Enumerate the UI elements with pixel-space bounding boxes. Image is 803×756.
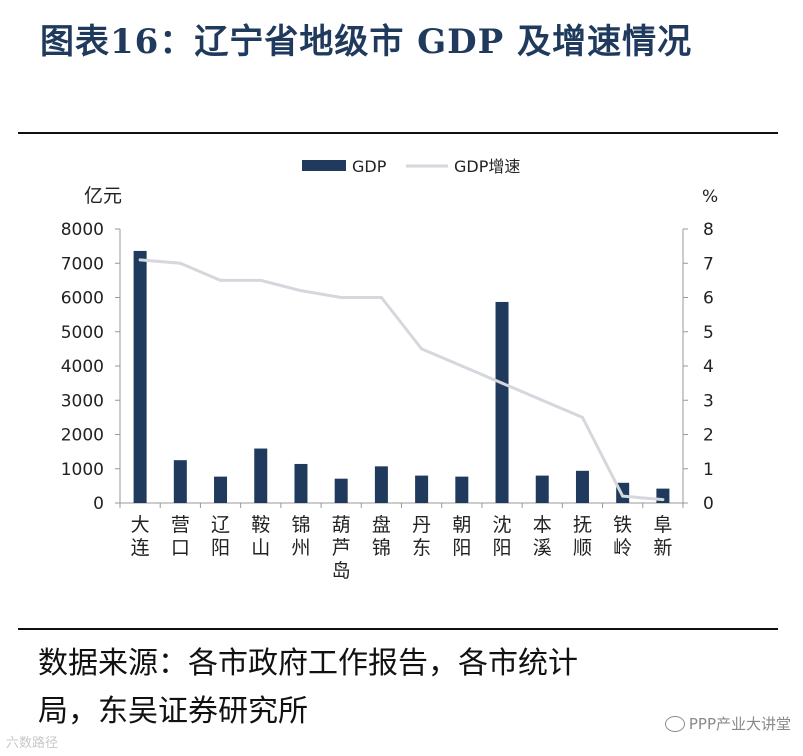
category-label: 阜 [653, 514, 672, 536]
right-tick-label: 4 [703, 357, 714, 377]
category-label: 铁 [613, 514, 632, 536]
category-label: 丹 [412, 514, 431, 536]
right-tick-label: 5 [703, 323, 714, 343]
category-label: 州 [291, 537, 310, 559]
category-label: 盘 [372, 514, 391, 536]
left-tick-label: 2000 [61, 426, 104, 446]
gdp-bar [133, 250, 147, 503]
right-tick-label: 6 [703, 289, 714, 309]
gdp-growth-point [420, 347, 424, 351]
gdp-growth-point [540, 398, 544, 402]
category-label: 岛 [332, 560, 351, 582]
gdp-bar [214, 476, 228, 503]
gdp-growth-point [299, 289, 303, 293]
category-label: 岭 [613, 537, 632, 559]
category-label: 顺 [573, 537, 592, 559]
source-note: 数据来源：各市政府工作报告，各市统计 局，东吴证券研究所 [38, 640, 778, 736]
watermark-right-label: PPP产业大讲堂 [688, 715, 791, 733]
gdp-growth-point [460, 364, 464, 368]
category-label: 芦 [332, 537, 351, 559]
category-label: 辽 [211, 514, 230, 536]
gdp-bar [254, 448, 268, 503]
category-label: 阳 [452, 537, 471, 559]
gdp-bar [535, 475, 549, 503]
gdp-bar [455, 476, 469, 503]
right-tick-label: 7 [703, 254, 714, 274]
gdp-growth-line [139, 258, 664, 502]
left-tick-label: 1000 [61, 460, 104, 480]
left-tick-label: 3000 [61, 391, 104, 411]
legend-label-growth: GDP增速 [454, 157, 520, 176]
category-label: 鞍 [251, 514, 270, 536]
left-tick-label: 8000 [61, 220, 104, 240]
category-label: 口 [171, 537, 190, 559]
gdp-growth-point [661, 498, 665, 502]
category-label: 本 [533, 514, 552, 536]
gdp-growth-point [339, 296, 343, 299]
category-label: 阳 [211, 537, 230, 559]
category-label: 沈 [493, 514, 512, 536]
right-tick-label: 3 [703, 391, 714, 411]
left-tick-label: 0 [93, 494, 104, 514]
category-label: 新 [653, 537, 672, 559]
gdp-bar [374, 466, 388, 503]
gdp-growth-point [178, 261, 182, 265]
category-label: 溪 [533, 537, 552, 559]
right-tick-label: 0 [703, 494, 714, 514]
left-tick-label: 4000 [61, 357, 104, 377]
gdp-growth-point [580, 415, 584, 419]
source-line-1: 数据来源：各市政府工作报告，各市统计 [38, 646, 578, 681]
source-line-2: 局，东吴证券研究所 [38, 694, 308, 729]
legend-swatch-gdp [302, 160, 346, 171]
category-label: 大 [131, 514, 150, 536]
category-label: 朝 [452, 514, 471, 536]
top-divider [18, 132, 778, 134]
gdp-bar [575, 470, 589, 503]
left-axis-unit: 亿元 [84, 185, 122, 207]
gdp-growth-point [219, 278, 223, 282]
category-label: 抚 [573, 514, 592, 536]
category-label: 营 [171, 514, 190, 536]
category-label: 东 [412, 537, 431, 559]
gdp-growth-point [138, 258, 142, 262]
category-label: 锦 [372, 537, 391, 559]
gdp-bar [173, 460, 187, 503]
category-label: 连 [131, 537, 150, 559]
left-tick-label: 6000 [61, 289, 104, 309]
gdp-bar [334, 478, 348, 503]
category-label: 葫 [332, 514, 351, 536]
gdp-growth-point [259, 278, 263, 282]
right-axis-unit: % [702, 187, 718, 207]
gdp-bar [495, 301, 509, 503]
right-tick-label: 8 [703, 220, 714, 240]
gdp-chart: 0 1000 2000 3000 4000 5000 6000 7000 8000 0 1 2 3 4 5 6… [61, 157, 718, 582]
watermark-left: 六数路径 [6, 736, 59, 751]
legend-label-gdp: GDP [352, 157, 387, 176]
gdp-growth-point [500, 381, 504, 385]
watermark-right: PPP产业大讲堂 [664, 713, 791, 734]
gdp-growth-point [379, 296, 383, 299]
category-label: 山 [251, 537, 270, 559]
category-label: 锦 [291, 514, 310, 536]
gdp-bar [415, 475, 429, 503]
gdp-growth-point [621, 494, 625, 498]
gdp-bar [294, 463, 308, 503]
right-tick-label: 2 [703, 426, 714, 446]
chart-title: 图表16：辽宁省地级市 GDP 及增速情况 [40, 22, 693, 62]
category-label: 阳 [493, 537, 512, 559]
wechat-icon [664, 715, 685, 732]
left-tick-label: 5000 [61, 323, 104, 343]
left-tick-label: 7000 [61, 254, 104, 274]
right-tick-label: 1 [703, 460, 714, 480]
bottom-divider [18, 628, 778, 630]
